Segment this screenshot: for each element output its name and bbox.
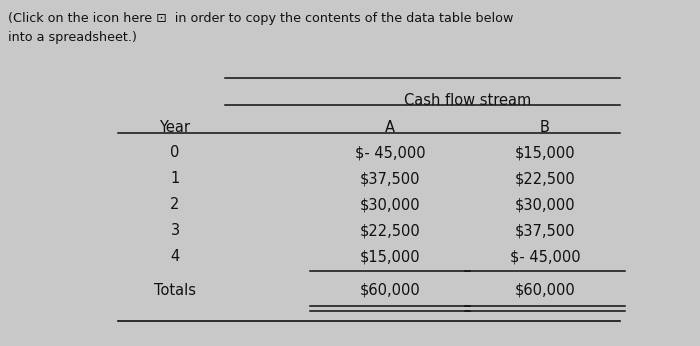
Text: Totals: Totals [154,283,196,298]
Text: Year: Year [160,120,190,135]
Text: $15,000: $15,000 [360,249,420,264]
Text: (Click on the icon here ⊡  in order to copy the contents of the data table below: (Click on the icon here ⊡ in order to co… [8,12,513,44]
Text: 2: 2 [170,197,180,212]
Text: $60,000: $60,000 [360,283,421,298]
Text: $60,000: $60,000 [514,283,575,298]
Text: B: B [540,120,550,135]
Text: $37,500: $37,500 [514,223,575,238]
Text: $22,500: $22,500 [360,223,421,238]
Text: $- 45,000: $- 45,000 [510,249,580,264]
Text: $15,000: $15,000 [514,145,575,160]
Text: $30,000: $30,000 [514,197,575,212]
Text: 0: 0 [170,145,180,160]
Text: Cash flow stream: Cash flow stream [404,93,531,108]
Text: 1: 1 [170,171,180,186]
Text: $30,000: $30,000 [360,197,420,212]
Text: A: A [385,120,395,135]
Text: $37,500: $37,500 [360,171,420,186]
Text: $- 45,000: $- 45,000 [355,145,426,160]
Text: 4: 4 [170,249,180,264]
Text: 3: 3 [170,223,180,238]
Text: $22,500: $22,500 [514,171,575,186]
